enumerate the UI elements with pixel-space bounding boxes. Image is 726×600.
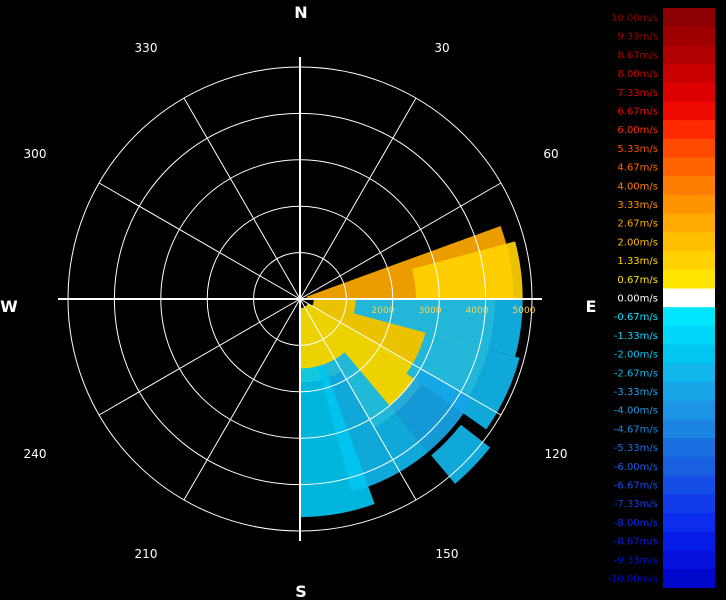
color-legend: 10.00m/s 9.33m/s 8.67m/s 8.00m/s 7.33m/s 6.67…: [607, 8, 715, 589]
chart-labels: N E S W 30 60 120 150 210 240 300 330 2000 3000 4000 50…: [0, 3, 596, 600]
legend-swatch-1: [663, 26, 715, 46]
angle-label-210: 210: [135, 547, 158, 561]
radial-line-330: [183, 97, 301, 300]
radial-line-60: [299, 182, 502, 300]
legend-swatch-3: [663, 64, 715, 84]
legend-label-19: -2.67m/s: [614, 368, 658, 379]
legend-label-20: -3.33m/s: [614, 387, 658, 398]
legend-swatch-16: [663, 307, 715, 327]
legend-swatch-24: [663, 456, 715, 476]
legend-swatch-5: [663, 101, 715, 121]
velocity-sector-10: [431, 424, 491, 484]
radial-line-150: [299, 298, 417, 501]
radial-line-30: [299, 97, 417, 300]
legend-label-23: -5.33m/s: [614, 443, 658, 454]
legend-label-11: 2.67m/s: [617, 219, 658, 230]
legend-label-5: 6.67m/s: [617, 107, 658, 118]
radial-line-240: [98, 298, 301, 416]
legend-label-4: 7.33m/s: [617, 88, 658, 99]
legend-label-15: 0.00m/s: [617, 294, 658, 305]
legend-swatch-21: [663, 400, 715, 420]
legend-label-13: 1.33m/s: [617, 256, 658, 267]
velocity-sector-6: [406, 332, 520, 430]
compass-label-n: N: [294, 3, 307, 22]
angle-label-240: 240: [24, 447, 47, 461]
legend-swatch-10: [663, 195, 715, 215]
legend-label-2: 8.67m/s: [617, 50, 658, 61]
range-label-4000: 4000: [466, 306, 489, 316]
legend-label-25: -6.67m/s: [614, 481, 658, 492]
velocity-sector-1: [412, 241, 523, 299]
legend-label-22: -4.67m/s: [614, 424, 658, 435]
legend-label-24: -6.00m/s: [614, 462, 658, 473]
legend-swatch-6: [663, 120, 715, 140]
legend-label-12: 2.00m/s: [617, 237, 658, 248]
range-label-5000: 5000: [513, 306, 536, 316]
legend-label-0: 10.00m/s: [611, 13, 658, 24]
legend-swatch-0: [663, 8, 715, 28]
legend-swatch-11: [663, 213, 715, 233]
compass-label-e: E: [586, 297, 597, 316]
legend-swatch-17: [663, 325, 715, 345]
legend-label-17: -1.33m/s: [614, 331, 658, 342]
legend-swatch-4: [663, 82, 715, 102]
radial-line-300: [98, 182, 301, 300]
legend-label-10: 3.33m/s: [617, 200, 658, 211]
legend-swatch-22: [663, 419, 715, 439]
range-label-3000: 3000: [419, 306, 442, 316]
legend-swatch-25: [663, 475, 715, 495]
range-label-2000: 2000: [372, 306, 395, 316]
legend-label-1: 9.33m/s: [617, 32, 658, 43]
legend-swatch-12: [663, 232, 715, 252]
radial-line-120: [299, 298, 502, 416]
legend-label-30: -10.00m/s: [607, 574, 658, 585]
legend-label-16: -0.67m/s: [614, 312, 658, 323]
compass-label-w: W: [0, 297, 18, 316]
legend-label-6: 6.00m/s: [617, 125, 658, 136]
legend-label-8: 4.67m/s: [617, 163, 658, 174]
legend-swatch-15: [663, 288, 715, 308]
legend-label-18: -2.00m/s: [614, 350, 658, 361]
velocity-sector-3: [304, 303, 429, 428]
legend-label-7: 5.33m/s: [617, 144, 658, 155]
legend-swatch-13: [663, 251, 715, 271]
angle-label-330: 330: [135, 41, 158, 55]
legend-swatch-29: [663, 550, 715, 570]
legend-label-3: 8.00m/s: [617, 69, 658, 80]
legend-swatch-26: [663, 494, 715, 514]
velocity-sector-7: [389, 368, 473, 452]
angle-label-120: 120: [545, 447, 568, 461]
compass-label-s: S: [295, 582, 307, 600]
legend-label-21: -4.00m/s: [614, 406, 658, 417]
legend-label-27: -8.00m/s: [614, 518, 658, 529]
angle-label-60: 60: [543, 147, 558, 161]
velocity-data-layer: [300, 225, 523, 518]
legend-swatch-30: [663, 569, 715, 589]
legend-swatch-14: [663, 269, 715, 289]
polar-grid: [58, 57, 542, 541]
angle-label-300: 300: [24, 147, 47, 161]
legend-label-9: 4.00m/s: [617, 181, 658, 192]
legend-swatch-8: [663, 157, 715, 177]
legend-swatch-28: [663, 531, 715, 551]
legend-label-29: -9.33m/s: [614, 555, 658, 566]
legend-swatch-7: [663, 138, 715, 158]
legend-swatch-23: [663, 438, 715, 458]
legend-swatch-19: [663, 363, 715, 383]
legend-swatch-27: [663, 512, 715, 532]
legend-swatch-2: [663, 45, 715, 65]
legend-label-14: 0.67m/s: [617, 275, 658, 286]
legend-swatch-18: [663, 344, 715, 364]
velocity-sector-9: [300, 364, 375, 518]
angle-label-150: 150: [436, 547, 459, 561]
legend-swatch-20: [663, 382, 715, 402]
angle-label-30: 30: [434, 41, 449, 55]
legend-swatch-9: [663, 176, 715, 196]
radial-line-210: [183, 298, 301, 501]
legend-label-26: -7.33m/s: [614, 499, 658, 510]
legend-label-28: -8.67m/s: [614, 537, 658, 548]
